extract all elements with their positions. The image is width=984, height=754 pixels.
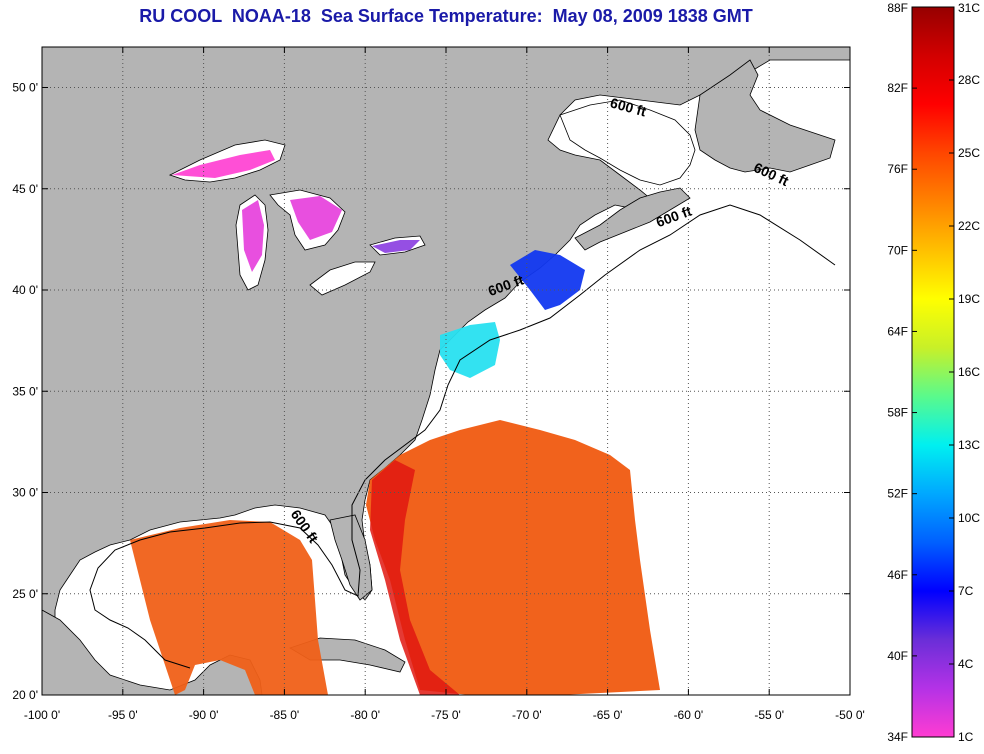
lat-tick-label: 25 0' [12, 587, 38, 601]
colorbar-fahrenheit-labels: 88F 82F 76F 70F 64F 58F 52F 46F 40F 34F [887, 1, 917, 744]
sst-lake-huron [290, 196, 342, 240]
colorbar-celsius-labels: 31C 28C 25C 22C 19C 16C 13C 10C 7C 4C 1C [949, 1, 980, 744]
sst-gulf-stream-south [366, 420, 660, 695]
sst-gulf-stream-core [370, 460, 460, 695]
lon-tick-label: -50 0' [835, 708, 865, 722]
lat-tick-label: 45 0' [12, 182, 38, 196]
sst-gulf-of-maine [510, 250, 585, 310]
sst-lake-superior [172, 150, 275, 178]
sst-mid-atlantic [440, 322, 500, 378]
colorbar-c-label: 22C [958, 219, 980, 233]
colorbar-f-label: 82F [887, 81, 908, 95]
latitude-axis: 20 0' 25 0' 30 0' 35 0' 40 0' 45 0' 50 0' [12, 81, 850, 702]
lon-tick-label: -90 0' [189, 708, 219, 722]
lon-tick-label: -95 0' [108, 708, 138, 722]
colorbar-c-label: 10C [958, 511, 980, 525]
colorbar-c-label: 13C [958, 438, 980, 452]
land-nova-scotia [574, 187, 691, 251]
colorbar: 88F 82F 76F 70F 64F 58F 52F 46F 40F 34F 31C 28C 25C… [887, 1, 980, 744]
lon-tick-label: -60 0' [674, 708, 704, 722]
colorbar-f-label: 46F [887, 568, 908, 582]
colorbar-c-label: 19C [958, 292, 980, 306]
lat-tick-label: 30 0' [12, 486, 38, 500]
lat-tick-label: 40 0' [12, 283, 38, 297]
lon-tick-label: -70 0' [512, 708, 542, 722]
colorbar-f-label: 58F [887, 406, 908, 420]
colorbar-f-label: 40F [887, 649, 908, 663]
isobath-600ft [89, 204, 836, 669]
colorbar-c-label: 1C [958, 730, 974, 744]
colorbar-f-label: 52F [887, 487, 908, 501]
lake-erie [309, 261, 376, 296]
colorbar-c-label: 31C [958, 1, 980, 15]
sst-gulf-of-mexico [130, 520, 328, 695]
colorbar-scale [911, 6, 955, 738]
lat-tick-label: 50 0' [12, 81, 38, 95]
lon-tick-label: -75 0' [431, 708, 461, 722]
sst-lake-michigan [242, 200, 264, 272]
colorbar-c-label: 28C [958, 73, 980, 87]
colorbar-f-label: 70F [887, 243, 908, 257]
map-title: RU COOL NOAA-18 Sea Surface Temperature:… [139, 6, 753, 26]
colorbar-c-label: 7C [958, 584, 974, 598]
colorbar-f-label: 88F [887, 1, 908, 15]
lon-tick-label: -55 0' [754, 708, 784, 722]
colorbar-f-label: 76F [887, 162, 908, 176]
colorbar-f-label: 64F [887, 324, 908, 338]
lon-tick-label: -85 0' [270, 708, 300, 722]
graticule [42, 47, 850, 695]
lon-tick-label: -65 0' [593, 708, 623, 722]
lat-tick-label: 20 0' [12, 688, 38, 702]
longitude-axis: -100 0' -95 0' -90 0' -85 0' -80 0' -75 0' -70… [24, 47, 865, 722]
land-florida [329, 514, 373, 601]
sst-data-overlay [130, 150, 660, 695]
lon-tick-label: -100 0' [24, 708, 60, 722]
gulf-st-lawrence [559, 99, 696, 186]
colorbar-c-label: 25C [958, 146, 980, 160]
colorbar-c-label: 4C [958, 657, 974, 671]
colorbar-c-label: 16C [958, 365, 980, 379]
lat-tick-label: 35 0' [12, 384, 38, 398]
sst-lake-ontario [372, 240, 420, 253]
colorbar-f-label: 34F [887, 730, 908, 744]
lon-tick-label: -80 0' [350, 708, 380, 722]
